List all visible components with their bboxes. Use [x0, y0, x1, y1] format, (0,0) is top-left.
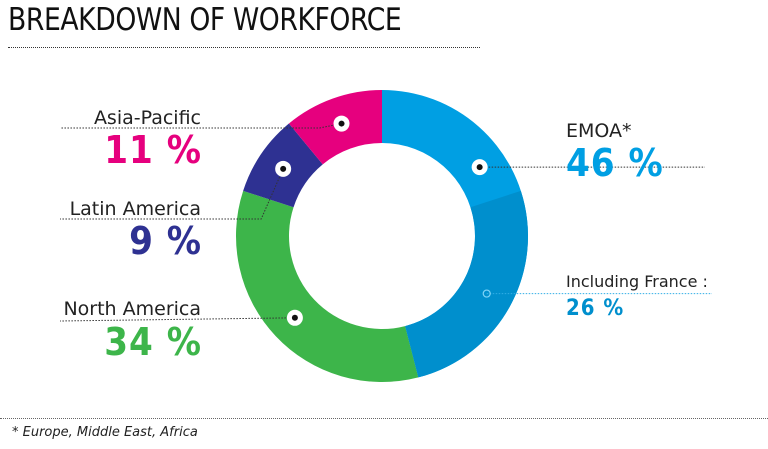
label-emoa: EMOA* [566, 120, 632, 142]
value-asia-pacific: 11 % [104, 128, 202, 172]
label-north-america: North America [63, 298, 201, 320]
value-north-america: 34 % [104, 320, 202, 364]
label-including-france: Including France : [566, 272, 708, 291]
leader-north-america [59, 317, 295, 322]
marker-dot-asia-pacific [338, 120, 345, 127]
chart-title: BREAKDOWN OF WORKFORCE [8, 2, 402, 38]
footnote-rule [0, 418, 768, 419]
label-latin-america: Latin America [69, 198, 201, 220]
label-asia-pacific: Asia-Pacific [93, 107, 201, 129]
marker-dot-latin-america [280, 165, 287, 172]
footnote: * Europe, Middle East, Africa [12, 425, 198, 440]
leader-latin-america [60, 168, 284, 220]
title-rule [8, 47, 480, 48]
slice-north-america [235, 190, 419, 382]
value-latin-america: 9 % [129, 219, 202, 263]
value-including-france: 26 % [566, 296, 625, 321]
marker-including-france [482, 289, 491, 298]
slice-including-france [405, 190, 528, 378]
value-emoa: 46 % [566, 141, 664, 185]
marker-dot-emoa [476, 164, 483, 171]
marker-dot-north-america [291, 314, 298, 321]
